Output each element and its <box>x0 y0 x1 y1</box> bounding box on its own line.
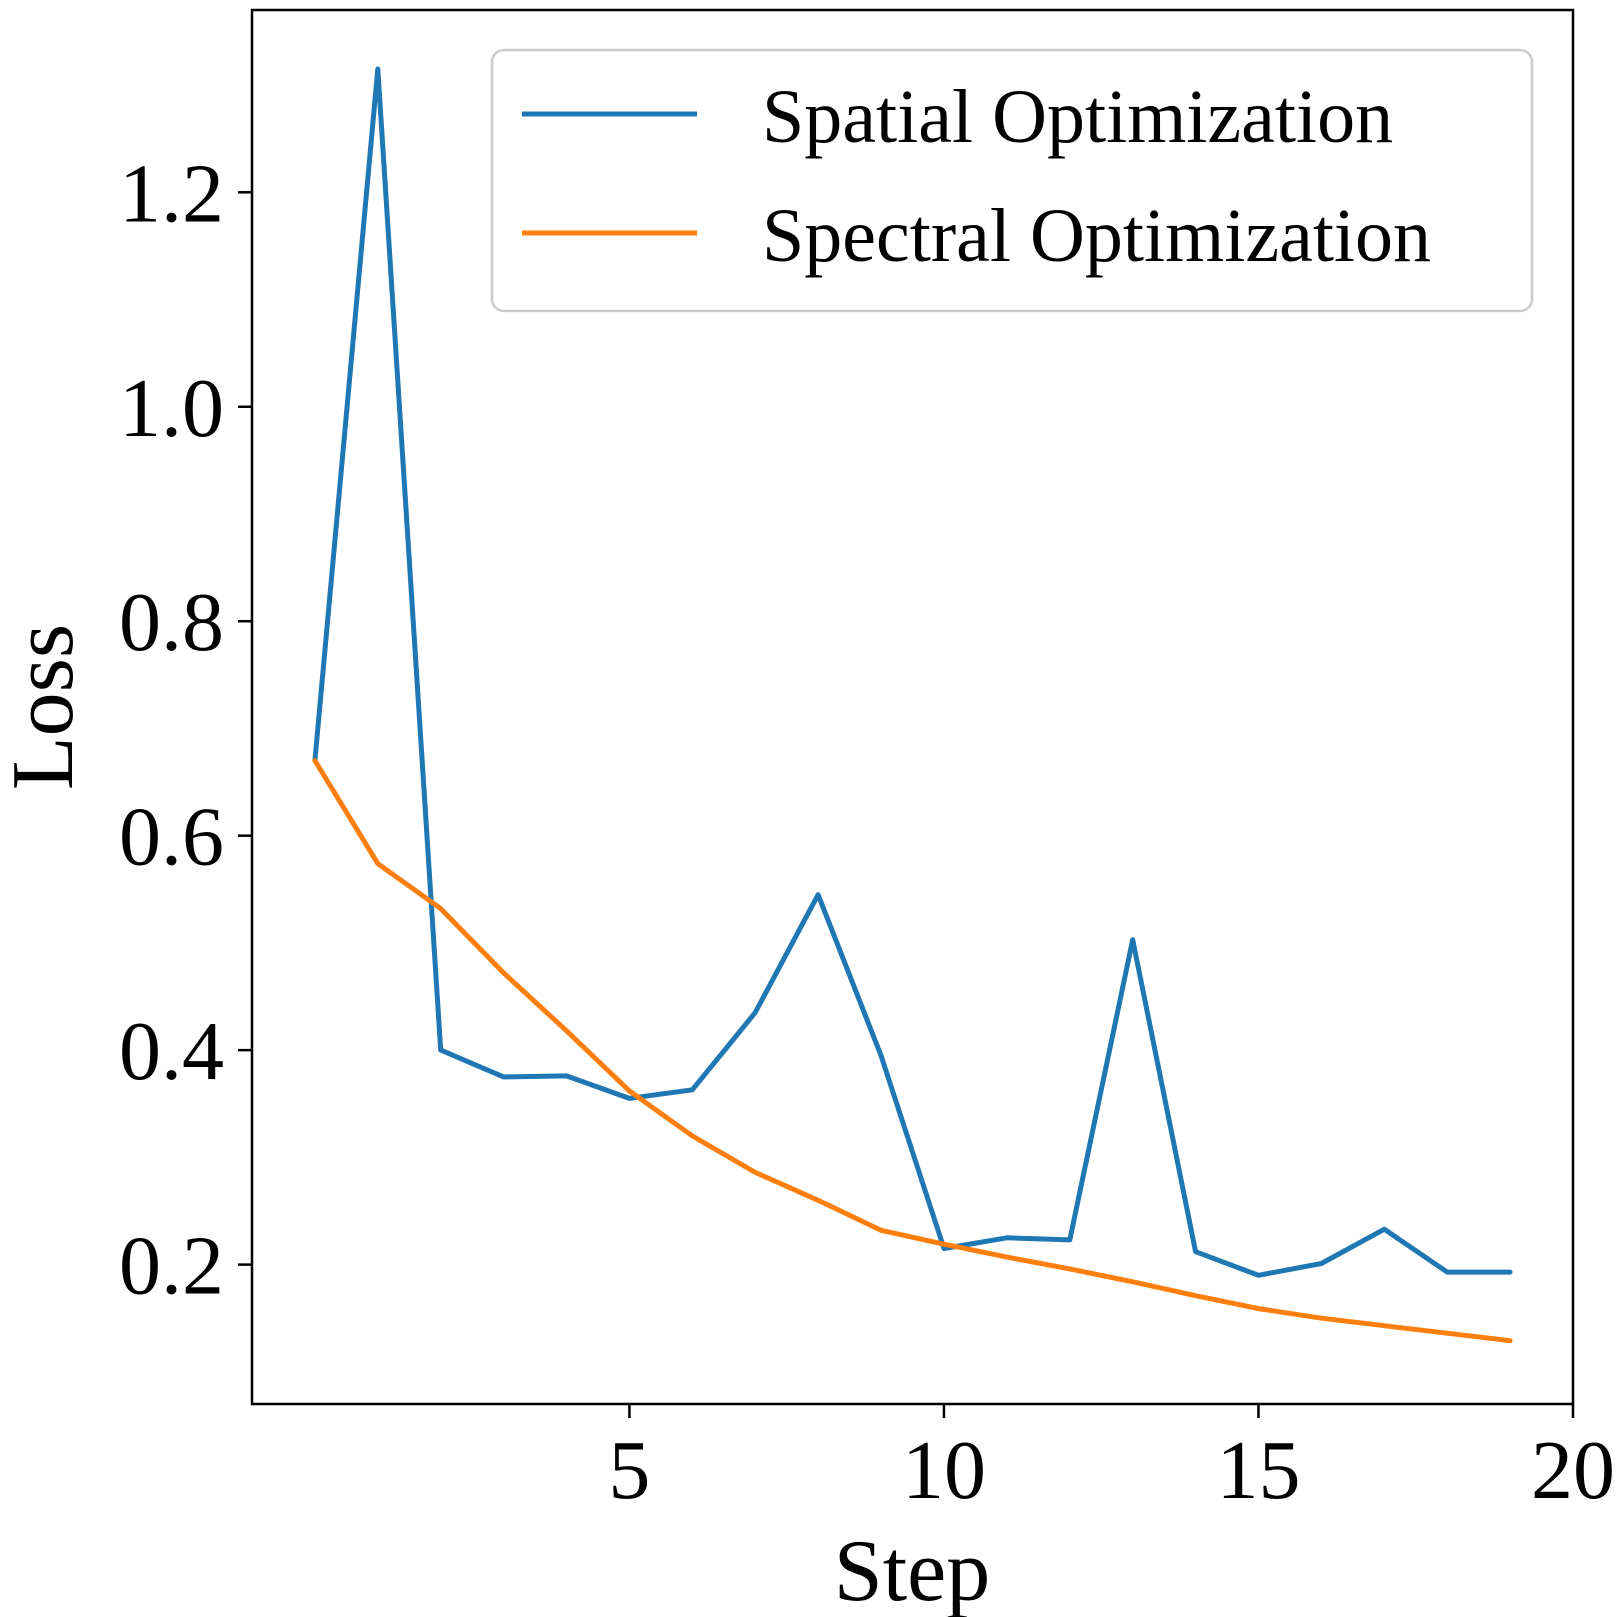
x-tick-label: 15 <box>1216 1424 1300 1517</box>
plot-frame <box>250 8 1575 1406</box>
legend-label-spectral: Spectral Optimization <box>762 194 1431 278</box>
legend-box <box>490 48 1534 313</box>
y-tick-label: 0.6 <box>119 791 224 884</box>
y-tick-label: 0.4 <box>119 1005 224 1098</box>
y-tick-label: 1.0 <box>119 362 224 455</box>
x-axis-title: Step <box>834 1523 990 1617</box>
legend-label-spatial: Spatial Optimization <box>762 75 1393 159</box>
series-layer <box>312 66 1513 1344</box>
series-line-spectral-optimization <box>312 758 1513 1344</box>
y-tick-label: 1.2 <box>119 147 224 240</box>
x-tick-label: 20 <box>1531 1424 1615 1517</box>
y-tick-label: 0.2 <box>119 1220 224 1313</box>
y-tick-label: 0.8 <box>119 576 224 669</box>
y-axis-title: Loss <box>0 624 92 790</box>
ticks-layer: 5 10 15 20 0.2 0.4 0.6 0.8 1.0 1.2 <box>119 147 1615 1517</box>
series-line-spatial-optimization <box>312 66 1513 1278</box>
legend: Spatial Optimization Spectral Optimizati… <box>490 48 1534 313</box>
x-tick-label: 5 <box>608 1424 650 1517</box>
x-tick-label: 10 <box>902 1424 986 1517</box>
